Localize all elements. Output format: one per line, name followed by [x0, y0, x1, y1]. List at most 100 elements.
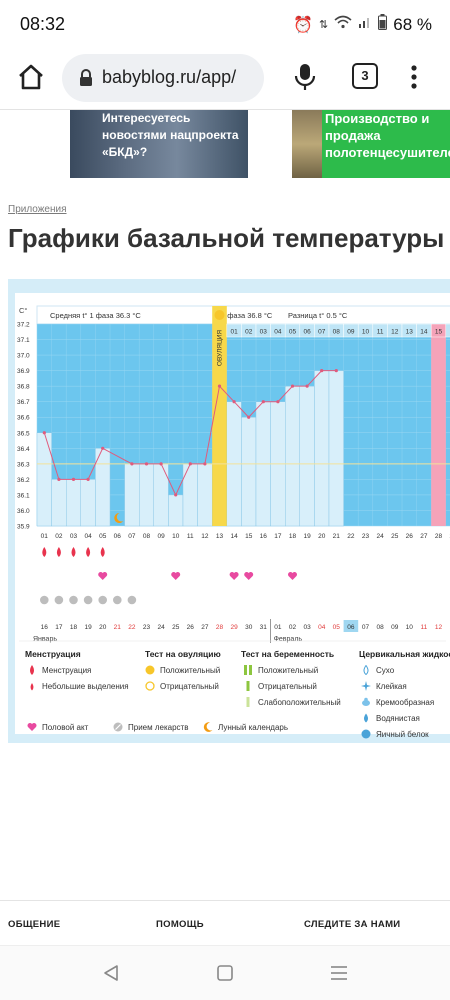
- ad-right-image: [292, 110, 322, 178]
- phase2-day-label: 03: [260, 329, 268, 336]
- calendar-date-label: 22: [128, 624, 136, 631]
- legend-medication: Прием лекарств: [113, 722, 188, 732]
- cycle-day-label: 03: [70, 533, 78, 540]
- temp-bar: [285, 385, 301, 527]
- intercourse-heart-icon: [229, 572, 239, 580]
- intercourse-heart-icon: [171, 572, 181, 580]
- legend-moon: Лунный календарь: [203, 722, 288, 732]
- temperature-point: [334, 369, 338, 373]
- temperature-point: [188, 462, 192, 466]
- cycle-day-label: 12: [201, 533, 209, 540]
- temperature-point: [305, 384, 309, 388]
- unit-label: C°: [19, 306, 27, 315]
- medication-pill-icon: [69, 595, 78, 605]
- y-tick-label: 36.9: [17, 368, 30, 375]
- cycle-day-label: 27: [420, 533, 428, 540]
- highlight-date-cell: [343, 620, 359, 632]
- small-drop-icon: [27, 681, 37, 691]
- temp-bar: [66, 479, 82, 527]
- calendar-date-label: 01: [274, 624, 282, 631]
- temp-bar: [299, 385, 315, 527]
- recents-icon[interactable]: [330, 965, 348, 986]
- calendar-date-label: 29: [230, 624, 238, 631]
- phase2-day-label: 07: [318, 329, 326, 336]
- site-footer: ОБЩЕНИЕ ПОМОЩЬ СЛЕДИТЕ ЗА НАМИ: [0, 900, 450, 945]
- moon-calendar-icon: [114, 513, 124, 523]
- temperature-point: [42, 431, 46, 435]
- calendar-date-label: 08: [376, 624, 384, 631]
- menstruation-drop-icon: [71, 547, 76, 557]
- chart-panel: C° Средняя t° 1 фаза 36.3 °C 2 фаза 36.8 °…: [15, 293, 450, 739]
- y-tick-label: 36.2: [17, 477, 30, 484]
- breadcrumb[interactable]: Приложения: [8, 204, 67, 215]
- cycle-day-label: 16: [260, 533, 268, 540]
- address-bar[interactable]: babyblog.ru/app/: [62, 54, 264, 102]
- microphone-icon[interactable]: [292, 60, 318, 94]
- phase2-day-label: 14: [420, 329, 428, 336]
- legend-menstruation: Менструация: [27, 665, 91, 675]
- medication-pill-icon: [113, 595, 122, 605]
- cycle-day-label: 20: [318, 533, 326, 540]
- temp-bar: [241, 417, 257, 527]
- home-nav-icon[interactable]: [216, 964, 234, 987]
- phase2-day-label: 12: [391, 329, 399, 336]
- heart-icon: [27, 722, 37, 732]
- y-tick-label: 37.1: [17, 337, 30, 344]
- legend-cervical-watery: Водянистая: [361, 713, 420, 723]
- phase2-label: 2 фаза 36.8 °C: [221, 311, 273, 320]
- status-time: 08:32: [20, 14, 66, 34]
- legend-cervical-dry: Сухо: [361, 664, 395, 676]
- calendar-date-label: 30: [245, 624, 253, 631]
- ads-strip: Интересуетесь новостями нацпроекта «БКД»…: [0, 110, 450, 180]
- status-icons: ⏰ ⇅ 68 %: [293, 14, 432, 35]
- creamy-icon: [361, 697, 371, 707]
- status-bar: 08:32 ⏰ ⇅ 68 %: [0, 0, 450, 50]
- cycle-day-label: 15: [245, 533, 253, 540]
- menstruation-drop-icon: [42, 547, 47, 557]
- temp-bar: [36, 432, 52, 527]
- y-tick-label: 37.0: [17, 353, 30, 360]
- legend-cervical-eggwhite: Яичный белок: [361, 729, 429, 739]
- temperature-point: [174, 493, 178, 497]
- chart-frame: C° Средняя t° 1 фаза 36.3 °C 2 фаза 36.8 °…: [8, 279, 450, 743]
- month-label-february: Февраль: [274, 636, 303, 643]
- calendar-date-label: 31: [260, 624, 268, 631]
- battery-icon: [378, 14, 388, 35]
- signal-icon: [358, 15, 372, 34]
- legend-label: Яичный белок: [376, 729, 429, 739]
- footer-community-heading: ОБЩЕНИЕ: [8, 919, 61, 930]
- legend-preg-weak: Слабоположительный: [243, 697, 341, 707]
- calendar-date-label: 17: [55, 624, 63, 631]
- ad-banner-left[interactable]: Интересуетесь новостями нацпроекта «БКД»…: [70, 110, 248, 178]
- legend-pregnancy-test-title: Тест на беременность: [241, 649, 335, 659]
- y-tick-label: 37.2: [17, 322, 30, 329]
- intercourse-heart-icon: [98, 572, 108, 580]
- tabs-count-button[interactable]: 3: [352, 63, 378, 89]
- phase2-day-label: 11: [377, 329, 384, 336]
- more-menu-icon[interactable]: [408, 62, 420, 92]
- calendar-date-label: 11: [421, 624, 428, 631]
- phase2-day-label: 01: [230, 329, 238, 336]
- temp-bar: [153, 463, 169, 527]
- cycle-day-label: 24: [376, 533, 384, 540]
- ovulation-test-positive-icon: [214, 310, 225, 320]
- temp-bar: [168, 494, 184, 527]
- sparkle-icon: [361, 681, 371, 691]
- y-tick-label: 36.3: [17, 461, 30, 468]
- legend-ovu-negative: Отрицательный: [145, 681, 219, 691]
- single-bar-icon: [243, 681, 253, 691]
- browser-toolbar: babyblog.ru/app/ 3: [0, 50, 450, 110]
- water-drop-icon: [361, 713, 371, 723]
- data-arrows-icon: ⇅: [319, 19, 329, 31]
- faint-bar-icon: [243, 697, 253, 707]
- legend-preg-positive: Положительный: [243, 665, 318, 675]
- calendar-date-label: 19: [84, 624, 92, 631]
- alarm-icon: ⏰: [293, 16, 314, 34]
- legend-label: Клейкая: [376, 681, 407, 691]
- legend-label: Сухо: [376, 665, 395, 675]
- ad-banner-right[interactable]: Производство и продажа полотенцесушителе…: [292, 110, 450, 178]
- home-icon[interactable]: [16, 62, 46, 92]
- cycle-day-label: 26: [406, 533, 414, 540]
- drop-icon: [27, 665, 37, 675]
- back-icon[interactable]: [102, 964, 120, 987]
